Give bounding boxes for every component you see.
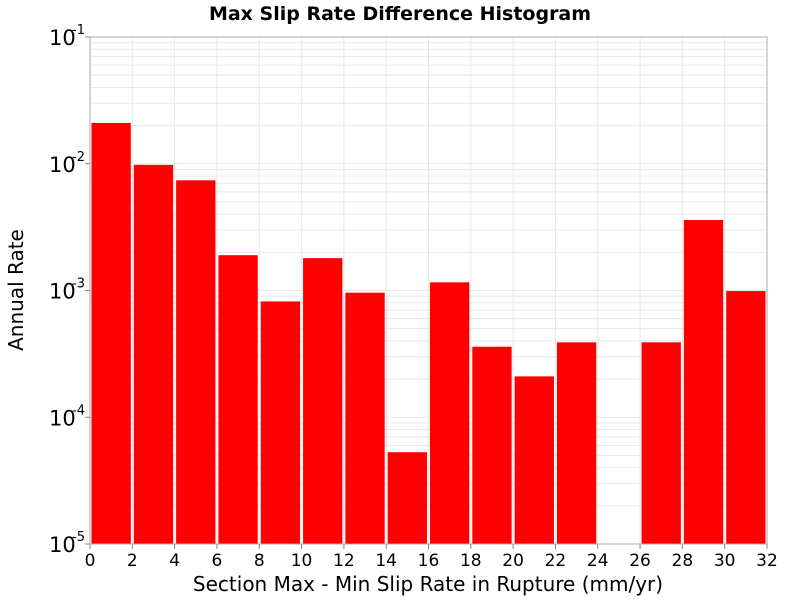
y-tick-label: 10-5	[49, 530, 85, 557]
x-tick-label: 28	[672, 551, 694, 571]
y-tick-label: 10-2	[49, 150, 85, 177]
x-tick-label: 20	[502, 551, 524, 571]
x-axis-label: Section Max - Min Slip Rate in Rupture (…	[193, 572, 663, 596]
y-tick-base: 10	[49, 153, 76, 177]
x-tick-label: 10	[291, 551, 313, 571]
chart-title: Max Slip Rate Difference Histogram	[209, 3, 591, 25]
histogram-bar	[514, 376, 554, 544]
histogram-bar	[176, 180, 216, 544]
y-tick-label: 10-1	[49, 23, 85, 50]
x-tick-label: 14	[375, 551, 397, 571]
y-tick-base: 10	[49, 26, 76, 50]
y-axis-ticks: 10-510-410-310-210-1	[49, 23, 90, 557]
y-tick-exponent: -1	[72, 23, 85, 38]
x-tick-label: 24	[587, 551, 609, 571]
histogram-bar	[133, 164, 174, 544]
y-tick-exponent: -3	[72, 277, 85, 292]
y-axis-label: Annual Rate	[4, 229, 28, 351]
histogram-bar	[472, 346, 512, 544]
y-tick-label: 10-3	[49, 277, 85, 304]
y-tick-exponent: -5	[72, 530, 85, 545]
x-tick-label: 12	[333, 551, 355, 571]
histogram-bar	[345, 292, 385, 544]
histogram-bar	[260, 301, 301, 544]
y-tick-base: 10	[49, 280, 76, 304]
histogram-bar	[430, 282, 470, 544]
histogram-bar	[387, 452, 427, 544]
histogram-bar	[91, 122, 131, 545]
histogram-bar	[218, 255, 258, 545]
y-tick-base: 10	[49, 406, 76, 430]
x-tick-label: 16	[418, 551, 440, 571]
x-axis-ticks: 0 2 4 6 8 10 12 14 16 18 20 22 24 26 28 30 32	[85, 544, 778, 571]
x-tick-label: 26	[629, 551, 651, 571]
histogram-bar	[726, 291, 766, 544]
histogram-bar	[641, 342, 681, 544]
x-tick-label: 18	[460, 551, 482, 571]
y-tick-label: 10-4	[49, 403, 85, 430]
y-tick-exponent: -4	[72, 403, 85, 418]
x-tick-label: 30	[714, 551, 736, 571]
x-tick-label: 6	[212, 551, 223, 571]
x-tick-label: 0	[85, 551, 96, 571]
x-tick-label: 4	[169, 551, 180, 571]
histogram-bar	[556, 342, 597, 544]
x-tick-label: 2	[127, 551, 138, 571]
x-tick-label: 22	[545, 551, 567, 571]
y-tick-exponent: -2	[72, 150, 85, 165]
x-tick-label: 32	[756, 551, 778, 571]
y-tick-base: 10	[49, 533, 76, 557]
histogram-bar	[303, 258, 343, 544]
histogram-bar	[683, 219, 724, 545]
bars	[91, 122, 766, 545]
x-tick-label: 8	[254, 551, 265, 571]
